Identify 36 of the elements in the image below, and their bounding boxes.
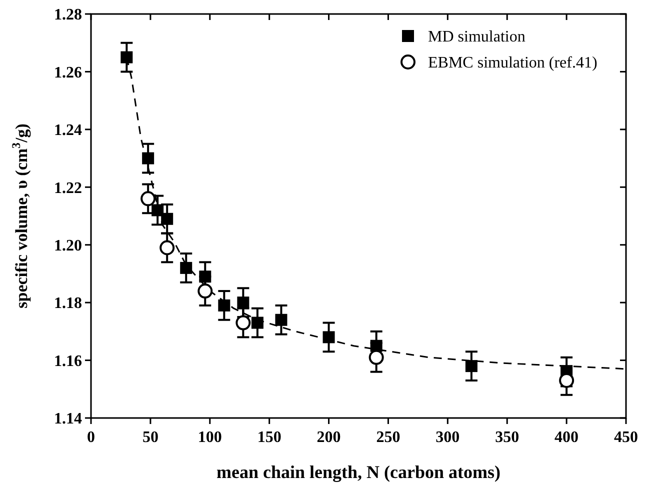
point xyxy=(218,299,230,312)
x-tick-label: 50 xyxy=(142,429,158,446)
x-tick-label: 100 xyxy=(198,429,222,446)
point xyxy=(322,331,335,344)
x-tick-label: 400 xyxy=(554,429,579,446)
y-tick-label: 1.28 xyxy=(54,6,82,24)
x-tick-label: 300 xyxy=(436,429,460,446)
x-axis-title: mean chain length, N (carbon atoms) xyxy=(216,462,500,482)
x-tick-label: 0 xyxy=(87,429,95,446)
point xyxy=(236,315,251,330)
legend-label: EBMC simulation (ref.41) xyxy=(428,54,598,72)
y-tick-label: 1.14 xyxy=(54,410,82,428)
y-tick-label: 1.24 xyxy=(54,122,82,140)
point xyxy=(368,350,384,365)
point xyxy=(142,152,154,164)
point xyxy=(198,284,213,299)
point xyxy=(275,314,288,326)
y-tick-label: 1.16 xyxy=(54,352,82,370)
legend-label: MD simulation xyxy=(428,28,526,46)
point xyxy=(120,51,133,64)
point xyxy=(140,191,156,206)
point xyxy=(251,316,264,329)
point xyxy=(465,360,478,372)
x-tick-label: 350 xyxy=(495,429,520,446)
y-tick-label: 1.22 xyxy=(54,180,82,197)
point xyxy=(180,262,192,274)
point xyxy=(161,212,174,225)
point xyxy=(160,240,175,256)
x-tick-label: 450 xyxy=(614,429,638,446)
x-tick-label: 200 xyxy=(316,429,341,446)
point xyxy=(152,204,164,216)
x-tick-label: 150 xyxy=(257,429,282,446)
x-tick-label: 250 xyxy=(376,429,400,446)
y-tick-label: 1.20 xyxy=(54,237,82,254)
y-tick-label: 1.26 xyxy=(54,64,82,82)
y-tick-label: 1.18 xyxy=(54,295,82,312)
